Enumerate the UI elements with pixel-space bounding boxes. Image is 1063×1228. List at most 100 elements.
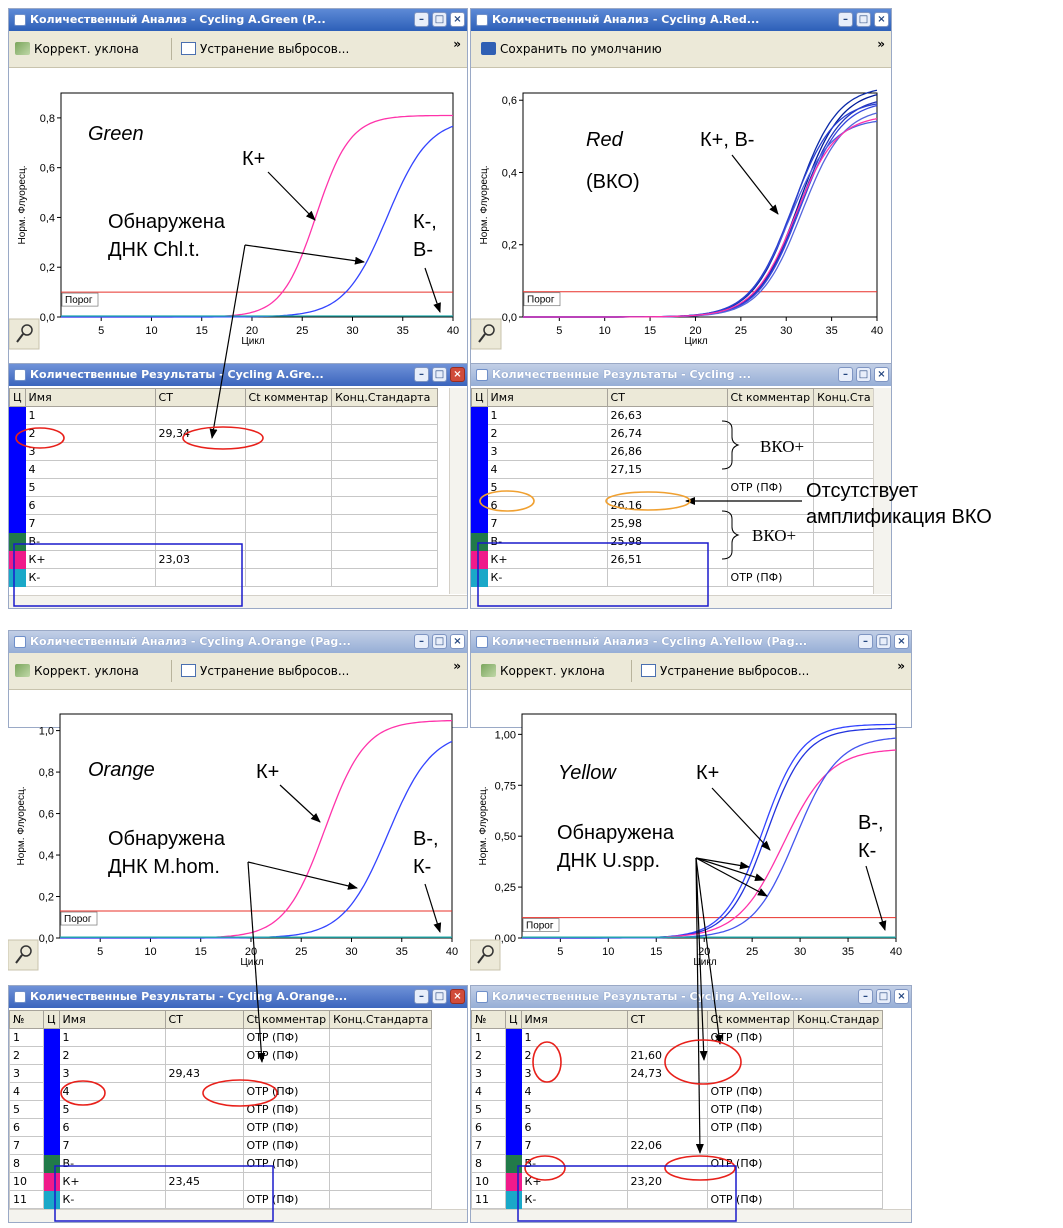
column-header[interactable]: Конц.Ста xyxy=(813,388,881,407)
table-row[interactable]: К- OTP (ПФ) xyxy=(471,568,881,587)
toolbar-more-button[interactable]: » xyxy=(453,659,461,673)
close-button[interactable]: × xyxy=(894,989,909,1004)
maximize-button[interactable]: □ xyxy=(432,12,447,27)
table-row[interactable]: 4 xyxy=(9,460,439,479)
toolbar-more-button[interactable]: » xyxy=(453,37,461,51)
zoom-icon[interactable] xyxy=(470,939,501,971)
table-row[interactable]: 3 xyxy=(9,442,439,461)
yellow-chart-titlebar[interactable]: Количественный Анализ - Cycling A.Yellow… xyxy=(471,631,911,653)
table-row[interactable]: 4 27,15 xyxy=(471,460,881,479)
toolbar-more-button[interactable]: » xyxy=(877,37,885,51)
column-header[interactable]: Конц.Стандар xyxy=(793,1010,884,1029)
column-header[interactable]: CT xyxy=(626,1010,708,1029)
table-row[interactable]: 5 5 OTP (ПФ) xyxy=(9,1100,433,1119)
close-button[interactable]: × xyxy=(874,367,889,382)
outlier-removal-button[interactable]: Устранение выбросов... xyxy=(181,41,349,57)
close-button[interactable]: × xyxy=(874,12,889,27)
slope-correction-button[interactable]: Коррект. уклона xyxy=(15,41,139,57)
minimize-button[interactable]: – xyxy=(414,12,429,27)
table-row[interactable]: 2 2 OTP (ПФ) xyxy=(9,1046,433,1065)
maximize-button[interactable]: □ xyxy=(432,367,447,382)
column-header[interactable]: Ct комментар xyxy=(726,388,815,407)
maximize-button[interactable]: □ xyxy=(856,12,871,27)
maximize-button[interactable]: □ xyxy=(856,367,871,382)
close-button[interactable]: × xyxy=(450,634,465,649)
column-header[interactable]: CT xyxy=(164,1010,244,1029)
table-row[interactable]: 6 6 OTP (ПФ) xyxy=(471,1118,884,1137)
table-row[interactable]: К+ 26,51 xyxy=(471,550,881,569)
column-header[interactable]: CT xyxy=(154,388,246,407)
table-row[interactable]: 1 1 OTP (ПФ) xyxy=(9,1028,433,1047)
save-default-button[interactable]: Сохранить по умолчанию xyxy=(481,41,662,57)
table-row[interactable]: 6 26,16 xyxy=(471,496,881,515)
table-row[interactable]: 2 26,74 xyxy=(471,424,881,443)
close-button[interactable]: × xyxy=(450,989,465,1004)
column-header[interactable]: Ct комментар xyxy=(242,1010,331,1029)
column-header[interactable]: Имя xyxy=(520,1010,628,1029)
column-header[interactable]: Ц xyxy=(471,388,488,407)
vertical-scrollbar[interactable] xyxy=(873,388,891,594)
maximize-button[interactable]: □ xyxy=(876,634,891,649)
table-row[interactable]: 11 К- OTP (ПФ) xyxy=(9,1190,433,1209)
table-row[interactable]: 3 3 29,43 xyxy=(9,1064,433,1083)
minimize-button[interactable]: – xyxy=(414,634,429,649)
column-header[interactable]: CT xyxy=(606,388,728,407)
table-row[interactable]: 6 xyxy=(9,496,439,515)
column-header[interactable]: Ct комментар xyxy=(244,388,333,407)
yellow-results-titlebar[interactable]: Количественные Результаты - Cycling A.Ye… xyxy=(471,986,911,1008)
column-header[interactable]: Конц.Стандарта xyxy=(329,1010,433,1029)
slope-correction-button[interactable]: Коррект. уклона xyxy=(481,663,605,679)
orange-chart-titlebar[interactable]: Количественный Анализ - Cycling A.Orange… xyxy=(9,631,467,653)
table-row[interactable]: 2 2 21,60 xyxy=(471,1046,884,1065)
zoom-icon[interactable] xyxy=(8,939,39,971)
table-row[interactable]: 2 29,34 xyxy=(9,424,439,443)
slope-correction-button[interactable]: Коррект. уклона xyxy=(15,663,139,679)
minimize-button[interactable]: – xyxy=(414,989,429,1004)
outlier-removal-button[interactable]: Устранение выбросов... xyxy=(641,663,809,679)
column-header[interactable]: № xyxy=(9,1010,44,1029)
table-row[interactable]: 1 xyxy=(9,406,439,425)
close-button[interactable]: × xyxy=(450,367,465,382)
column-header[interactable]: Имя xyxy=(24,388,156,407)
close-button[interactable]: × xyxy=(894,634,909,649)
horizontal-scrollbar[interactable] xyxy=(471,595,891,608)
minimize-button[interactable]: – xyxy=(858,989,873,1004)
column-header[interactable]: Конц.Стандарта xyxy=(331,388,439,407)
column-header[interactable]: Имя xyxy=(486,388,608,407)
minimize-button[interactable]: – xyxy=(858,634,873,649)
column-header[interactable]: Имя xyxy=(58,1010,166,1029)
table-row[interactable]: В- xyxy=(9,532,439,551)
table-row[interactable]: 8 В- OTP (ПФ) xyxy=(9,1154,433,1173)
horizontal-scrollbar[interactable] xyxy=(9,595,467,608)
table-row[interactable]: 7 7 OTP (ПФ) xyxy=(9,1136,433,1155)
table-row[interactable]: 7 7 22,06 xyxy=(471,1136,884,1155)
table-row[interactable]: 7 xyxy=(9,514,439,533)
table-row[interactable]: В- 25,98 xyxy=(471,532,881,551)
table-row[interactable]: 4 4 OTP (ПФ) xyxy=(9,1082,433,1101)
red-chart-titlebar[interactable]: Количественный Анализ - Cycling A.Red...… xyxy=(471,9,891,31)
zoom-icon[interactable] xyxy=(9,318,40,350)
table-row[interactable]: 4 4 OTP (ПФ) xyxy=(471,1082,884,1101)
green-results-titlebar[interactable]: Количественные Результаты - Cycling A.Gr… xyxy=(9,364,467,386)
zoom-icon[interactable] xyxy=(471,318,502,350)
table-row[interactable]: 8 В- OTP (ПФ) xyxy=(471,1154,884,1173)
green-chart-titlebar[interactable]: Количественный Анализ - Cycling A.Green … xyxy=(9,9,467,31)
table-row[interactable]: 7 25,98 xyxy=(471,514,881,533)
column-header[interactable]: Ct комментар xyxy=(706,1010,795,1029)
horizontal-scrollbar[interactable] xyxy=(471,1209,911,1222)
table-row[interactable]: 10 К+ 23,45 xyxy=(9,1172,433,1191)
table-row[interactable]: 6 6 OTP (ПФ) xyxy=(9,1118,433,1137)
table-row[interactable]: 3 3 24,73 xyxy=(471,1064,884,1083)
column-header[interactable]: Ц xyxy=(43,1010,60,1029)
outlier-removal-button[interactable]: Устранение выбросов... xyxy=(181,663,349,679)
table-row[interactable]: 1 26,63 xyxy=(471,406,881,425)
table-row[interactable]: 10 К+ 23,20 xyxy=(471,1172,884,1191)
column-header[interactable]: № xyxy=(471,1010,506,1029)
orange-results-titlebar[interactable]: Количественные Результаты - Cycling A.Or… xyxy=(9,986,467,1008)
maximize-button[interactable]: □ xyxy=(876,989,891,1004)
table-row[interactable]: 1 1 OTP (ПФ) xyxy=(471,1028,884,1047)
maximize-button[interactable]: □ xyxy=(432,989,447,1004)
horizontal-scrollbar[interactable] xyxy=(9,1209,467,1222)
red-results-titlebar[interactable]: Количественные Результаты - Cycling ... … xyxy=(471,364,891,386)
column-header[interactable]: Ц xyxy=(9,388,26,407)
